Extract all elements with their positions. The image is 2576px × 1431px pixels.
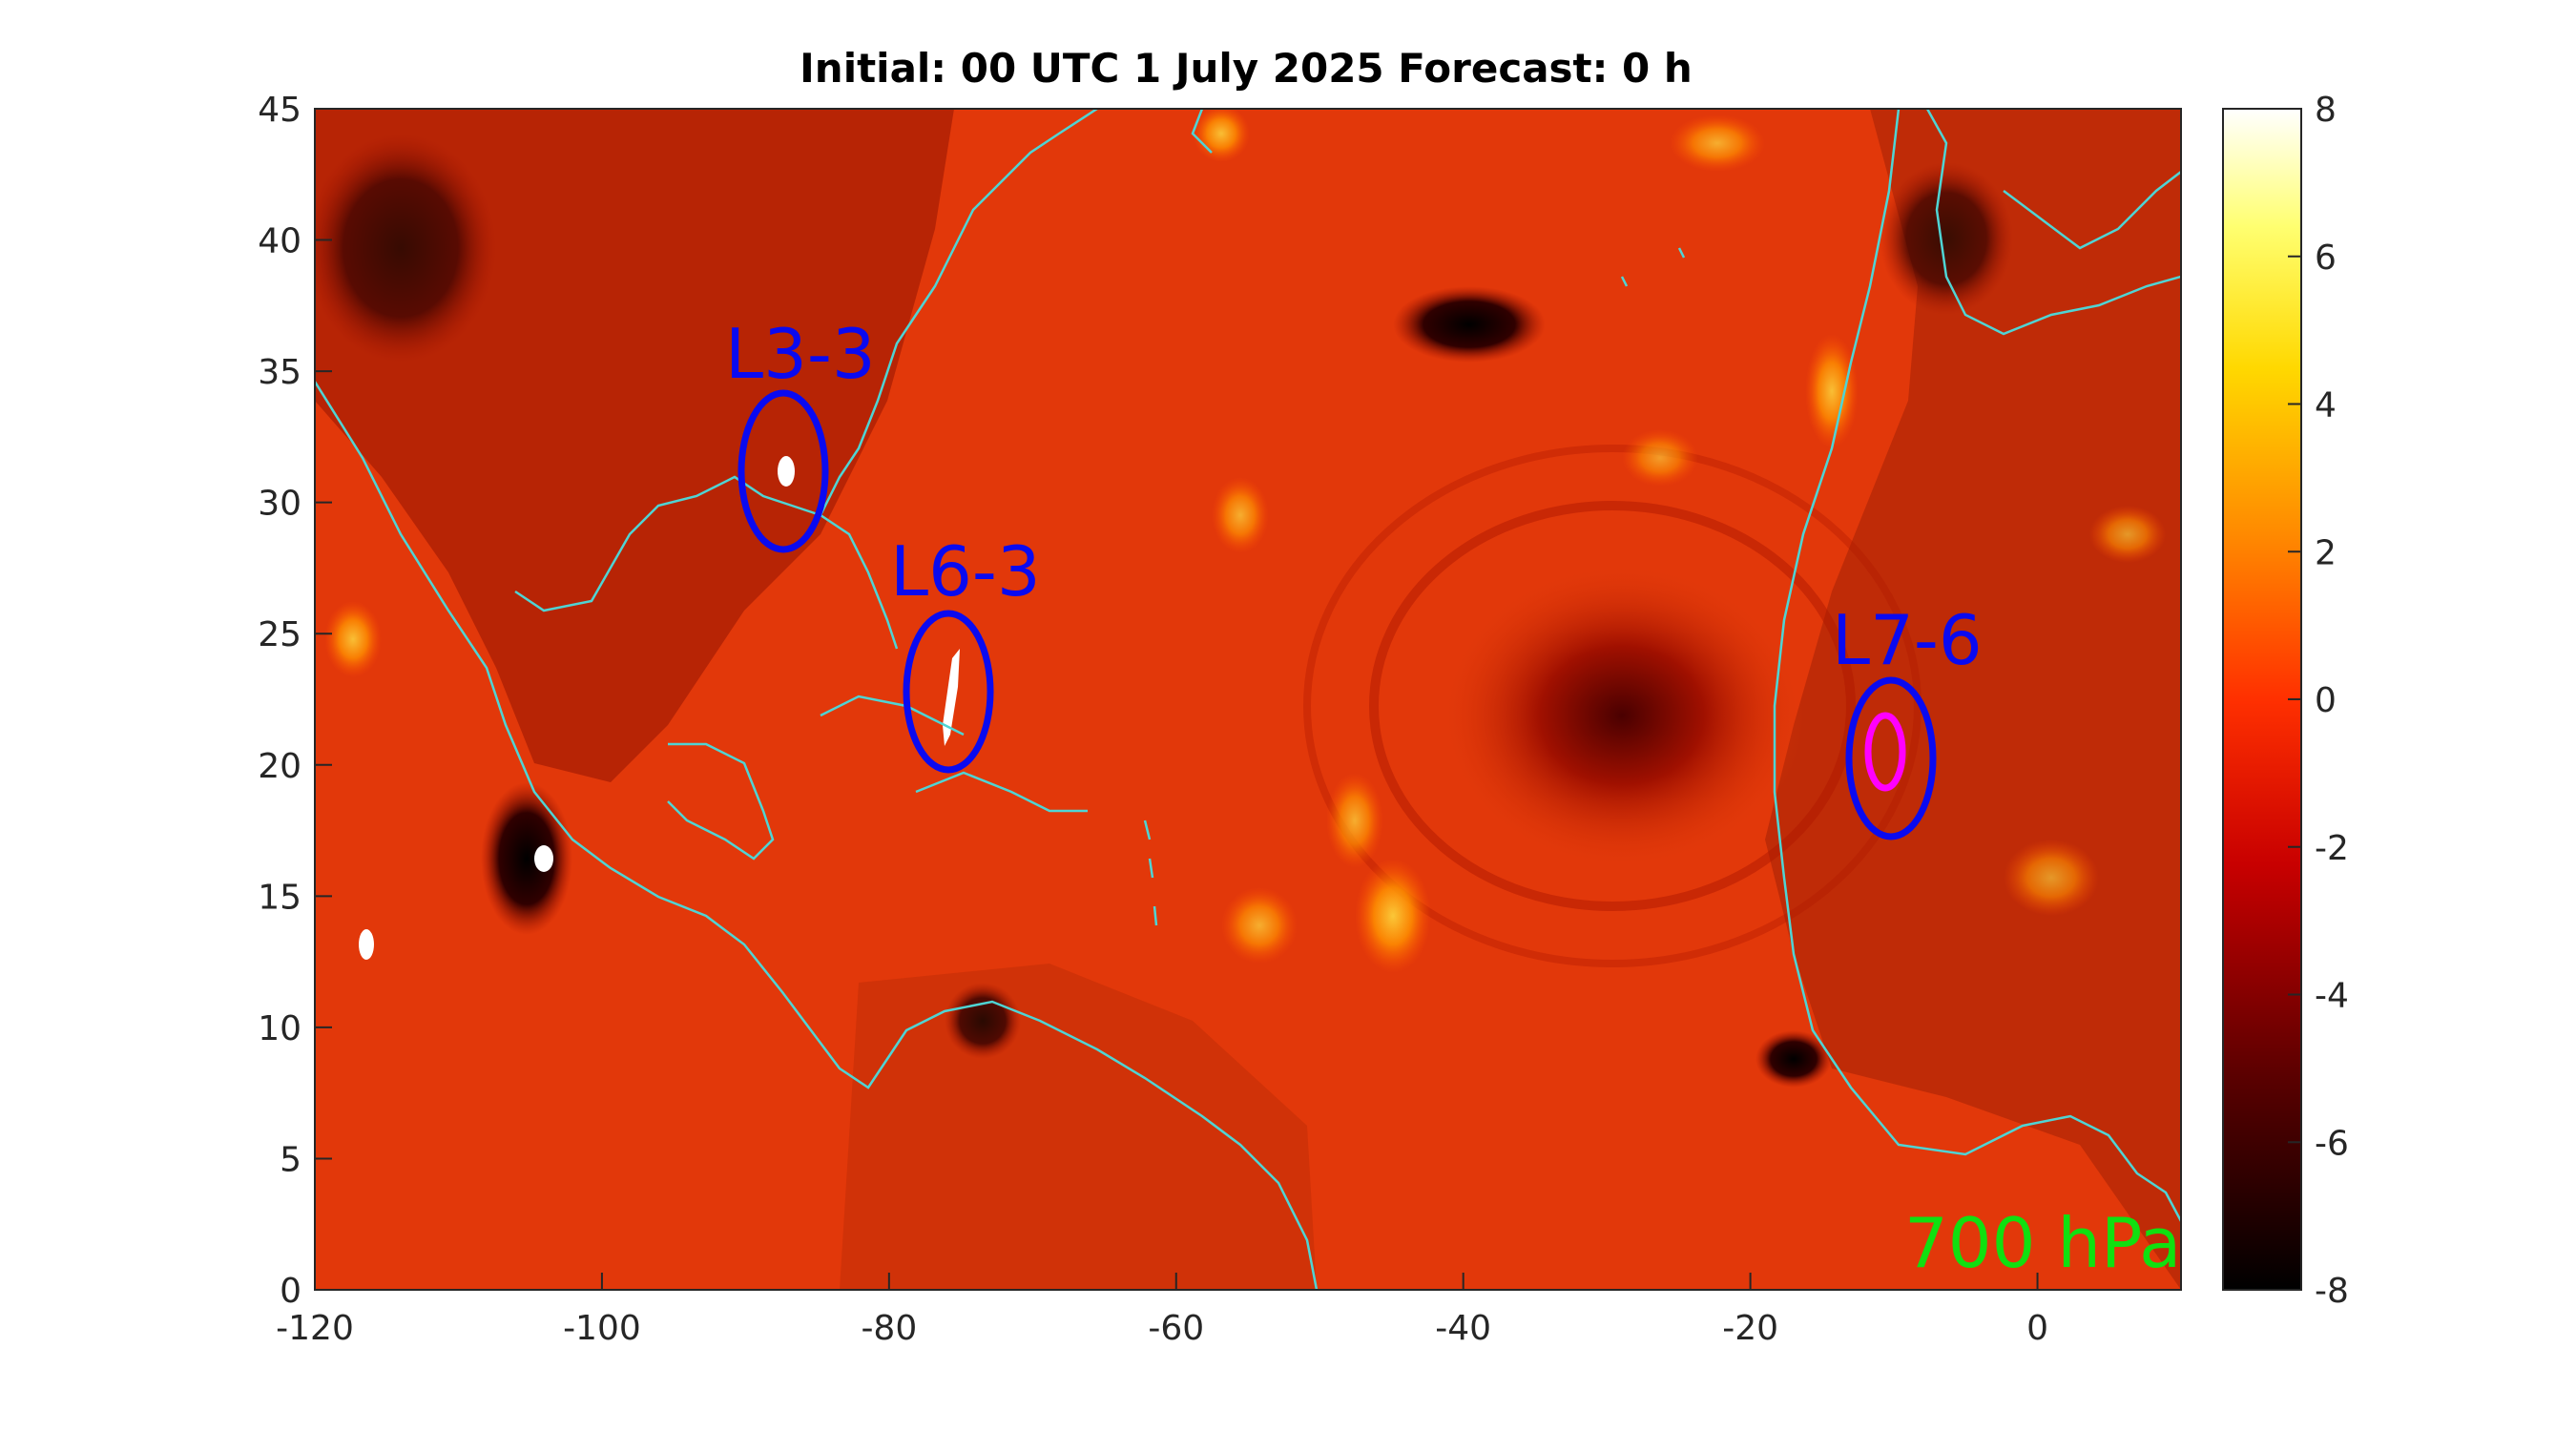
bright-patch-4 (1805, 334, 1859, 448)
figure-title: Initial: 00 UTC 1 July 2025 Forecast: 0 … (800, 45, 1693, 92)
y-tick-label: 5 (280, 1140, 301, 1179)
dark-patch-caribbean (945, 983, 1021, 1059)
colorbar-tick-label: -6 (2315, 1124, 2349, 1163)
feature-l3-3-ring (737, 389, 829, 553)
feature-l7-6-label: L7-6 (1832, 600, 1983, 680)
swirl-ring-2 (1303, 445, 1922, 967)
bright-patch-8 (324, 601, 382, 677)
dark-patch-pacific (481, 782, 572, 935)
swirl-ring (1369, 501, 1856, 911)
colorbar-tick-label: 0 (2315, 681, 2337, 720)
y-tick-label: 40 (258, 222, 301, 261)
feature-l3-3-label: L3-3 (725, 314, 876, 394)
land-shading-africa-europe (1765, 109, 2181, 1290)
hotspot-l6 (943, 649, 960, 746)
bright-patch-7 (1670, 114, 1765, 172)
cyclonic-swirl (1441, 563, 1803, 868)
colorbar-tick-label: -4 (2315, 977, 2349, 1016)
y-tick-label: 30 (258, 485, 301, 524)
colorbar: 8 6 4 2 0 -2 -4 -6 -8 (2222, 91, 2349, 1311)
hotspot-l3 (778, 456, 795, 487)
y-tick-label: 15 (258, 878, 301, 917)
dark-patch-north (1393, 286, 1546, 363)
y-tick-label: 20 (258, 747, 301, 786)
colorbar-tick-label: -2 (2315, 829, 2349, 868)
y-axis: 0 5 10 15 20 25 30 35 40 45 (258, 91, 332, 1311)
y-tick-label: 45 (258, 91, 301, 130)
dark-patch-rockies (315, 134, 496, 363)
field-texture (315, 109, 2181, 1290)
y-tick-label: 35 (258, 353, 301, 392)
hotspot-pacific (534, 845, 553, 872)
y-tick-label: 0 (280, 1272, 301, 1311)
hotspot-west (359, 929, 374, 960)
dark-patch-iberia (1880, 162, 2013, 315)
feature-markers: L3-3 L6-3 L7-6 (725, 314, 1983, 840)
bright-patch-5 (1212, 477, 1269, 553)
feature-l7-6-ring (1845, 676, 1937, 840)
bright-patch-9 (1622, 429, 1698, 487)
feature-l6-3-ring (903, 610, 994, 774)
bright-patch-10 (2004, 840, 2099, 916)
x-tick-label: -60 (1148, 1309, 1204, 1348)
bright-patch-1 (1355, 859, 1431, 973)
bright-patch-11 (2089, 506, 2166, 563)
map-panel (314, 108, 2182, 1291)
level-label: 700 hPa (1904, 1203, 2181, 1283)
x-tick-label: 0 (2026, 1309, 2048, 1348)
colorbar-tick-label: -8 (2315, 1272, 2349, 1311)
x-tick-label: -120 (276, 1309, 354, 1348)
feature-l7-6-inner-ring (1864, 712, 1906, 792)
y-tick-label: 10 (258, 1009, 301, 1048)
colorbar-ticks: 8 6 4 2 0 -2 -4 -6 -8 (2288, 91, 2349, 1311)
x-tick-label: -100 (563, 1309, 641, 1348)
x-axis: -120 -100 -80 -60 -40 -20 0 (276, 1273, 2048, 1348)
y-tick-label: 25 (258, 615, 301, 654)
feature-l6-3-label: L6-3 (890, 531, 1041, 612)
x-tick-label: -80 (861, 1309, 917, 1348)
bright-patch-3 (1221, 887, 1298, 964)
colorbar-tick-label: 4 (2315, 386, 2337, 425)
colorbar-tick-label: 8 (2315, 91, 2337, 130)
dark-patch-west-africa (1755, 1030, 1832, 1088)
x-tick-label: -20 (1722, 1309, 1778, 1348)
colorbar-tick-label: 2 (2315, 533, 2337, 572)
x-tick-label: -40 (1435, 1309, 1491, 1348)
colorbar-tick-label: 6 (2315, 238, 2337, 278)
bright-patch-2 (1326, 773, 1383, 868)
plot-frame (314, 108, 2182, 1291)
